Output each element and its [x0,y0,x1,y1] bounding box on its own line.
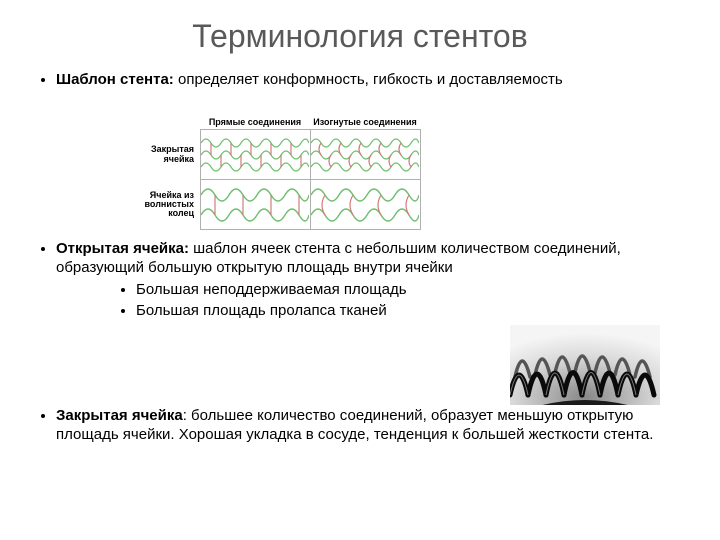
bullet-2-sub-2: Большая площадь пролапса тканей [136,302,690,321]
diagram-row-header-closed: Закрытая ячейка [130,130,200,180]
bullet-1-bold: Шаблон стента: [56,71,174,88]
diagram-cell-closed-curved [310,129,421,180]
diagram-row-header-wavy: Ячейка из волнистых колец [130,180,200,230]
diagram-col-header-curved: Изогнутые соединения [310,110,420,130]
bullet-closed-cell: Закрытая ячейка: большее количество соед… [56,407,690,445]
bullet-open-cell: Открытая ячейка: шаблон ячеек стента с н… [56,240,690,321]
open-cell-sublist: Большая неподдерживаемая площадь Большая… [56,281,690,321]
bullet-2-bold: Открытая ячейка: [56,240,189,257]
bullet-2-sub-1: Большая неподдерживаемая площадь [136,281,690,300]
bullet-stent-template: Шаблон стента: определяет конформность, … [56,71,690,90]
main-bullet-list: Шаблон стента: определяет конформность, … [30,71,690,104]
diagram-cell-closed-straight [200,129,311,180]
bullet-1-rest: определяет конформность, гибкость и дост… [174,71,563,88]
slide-title: Терминология стентов [30,18,690,55]
diagram-cell-wavy-curved [310,179,421,230]
slide: Терминология стентов Шаблон стента: опре… [0,0,720,540]
stent-photo [510,325,660,405]
diagram-cell-wavy-straight [200,179,311,230]
bullet-3-bold: Закрытая ячейка [56,407,183,424]
diagram-col-header-straight: Прямые соединения [200,110,310,130]
stent-pattern-diagram: Прямые соединения Изогнутые соединения З… [130,110,690,230]
spacer [56,96,690,104]
